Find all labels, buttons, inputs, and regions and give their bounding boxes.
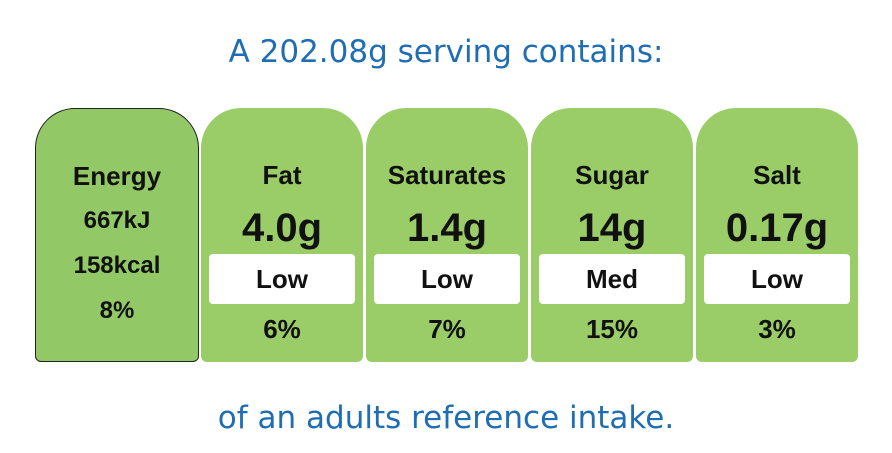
nutrient-percent: 7% bbox=[428, 314, 466, 344]
energy-panel: Energy 667kJ 158kcal 8% bbox=[35, 108, 199, 362]
nutrient-percent: 15% bbox=[585, 314, 639, 344]
nutrient-amount: 0.17g bbox=[725, 206, 829, 250]
level-box: Med bbox=[539, 254, 685, 304]
energy-kcal: 158kcal bbox=[73, 252, 161, 279]
nutrient-level: Low bbox=[751, 264, 803, 294]
level-box: Low bbox=[374, 254, 520, 304]
nutrient-amount: 14g bbox=[577, 206, 647, 250]
nutrient-percent: 6% bbox=[263, 314, 301, 344]
level-box: Low bbox=[209, 254, 355, 304]
nutrient-percent: 3% bbox=[758, 314, 796, 344]
nutrient-level: Low bbox=[256, 264, 308, 294]
energy-label: Energy bbox=[72, 161, 162, 191]
title: A 202.08g serving contains: bbox=[228, 34, 664, 70]
nutrient-level: Med bbox=[586, 264, 638, 294]
nutrient-amount: 4.0g bbox=[241, 206, 323, 250]
nutrient-level: Low bbox=[421, 264, 473, 294]
energy-kj: 667kJ bbox=[83, 207, 151, 234]
nutrient-panel: Sugar 14g Med 15% bbox=[531, 108, 693, 362]
nutrient-panel: Saturates 1.4g Low 7% bbox=[366, 108, 528, 362]
energy-percent: 8% bbox=[99, 297, 135, 324]
footer: of an adults reference intake. bbox=[217, 400, 675, 436]
nutrient-panel: Salt 0.17g Low 3% bbox=[696, 108, 858, 362]
nutrient-name: Saturates bbox=[387, 160, 507, 190]
level-box: Low bbox=[704, 254, 850, 304]
nutrient-name: Sugar bbox=[575, 160, 649, 190]
nutrient-amount: 1.4g bbox=[406, 206, 488, 250]
nutrient-name: Fat bbox=[262, 160, 302, 190]
nutrient-name: Salt bbox=[753, 160, 801, 190]
nutrient-panel: Fat 4.0g Low 6% bbox=[201, 108, 363, 362]
